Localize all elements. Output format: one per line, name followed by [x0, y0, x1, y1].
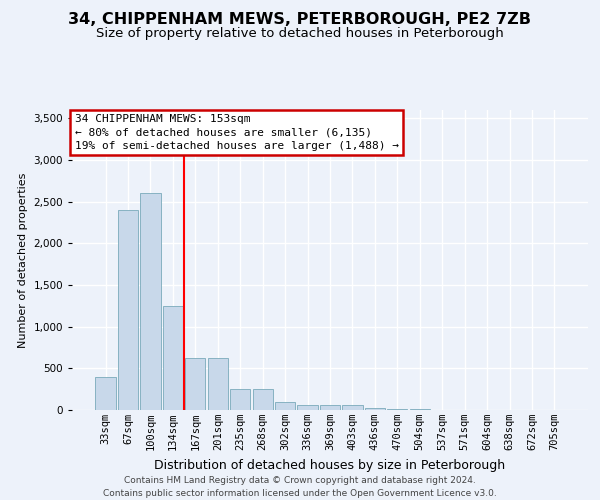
Bar — [320, 404, 340, 410]
Bar — [208, 358, 228, 410]
Bar — [365, 408, 385, 410]
Bar — [343, 406, 362, 410]
X-axis label: Distribution of detached houses by size in Peterborough: Distribution of detached houses by size … — [154, 458, 506, 471]
Bar — [410, 409, 430, 410]
Bar — [95, 376, 116, 410]
Bar — [118, 210, 138, 410]
Bar — [387, 409, 407, 410]
Y-axis label: Number of detached properties: Number of detached properties — [18, 172, 28, 348]
Bar — [253, 389, 273, 410]
Text: 34, CHIPPENHAM MEWS, PETERBOROUGH, PE2 7ZB: 34, CHIPPENHAM MEWS, PETERBOROUGH, PE2 7… — [68, 12, 532, 28]
Text: Contains HM Land Registry data © Crown copyright and database right 2024.
Contai: Contains HM Land Registry data © Crown c… — [103, 476, 497, 498]
Bar — [140, 194, 161, 410]
Bar — [230, 389, 250, 410]
Text: 34 CHIPPENHAM MEWS: 153sqm
← 80% of detached houses are smaller (6,135)
19% of s: 34 CHIPPENHAM MEWS: 153sqm ← 80% of deta… — [74, 114, 398, 151]
Bar — [275, 402, 295, 410]
Bar — [185, 358, 205, 410]
Bar — [163, 306, 183, 410]
Bar — [298, 404, 317, 410]
Text: Size of property relative to detached houses in Peterborough: Size of property relative to detached ho… — [96, 28, 504, 40]
